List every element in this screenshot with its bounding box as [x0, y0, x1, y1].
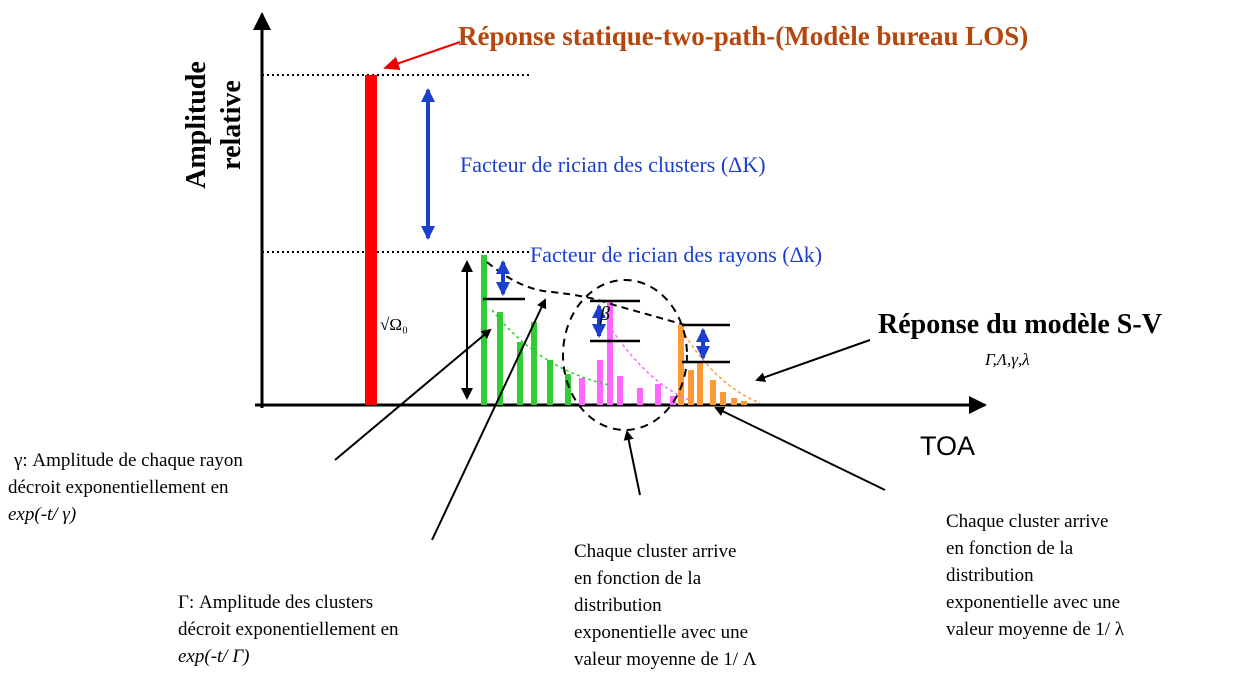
title: Réponse statique-two-path-(Modèle bureau… [458, 21, 1028, 51]
title-arrow [383, 41, 461, 71]
pink-rays [579, 300, 676, 405]
cluster-rician: Facteur de rician des clusters (ΔK) [460, 152, 766, 177]
x-axis-label: TOA [920, 431, 975, 461]
cluster-arrival: Chaque cluster arrive en fonction de la … [574, 541, 757, 670]
ray-arrival: Chaque cluster arrive en fonction de la … [946, 511, 1125, 640]
ann-line: exp(-t/ γ) [8, 504, 76, 525]
y-axis-label: Amplitude [181, 61, 212, 189]
ray-rician: Facteur de rician des rayons (Δk) [530, 242, 822, 267]
beta-label: β [599, 303, 610, 325]
pointers [334, 298, 886, 541]
ann-line: Chaque cluster arrive [946, 511, 1108, 532]
ann-line: Chaque cluster arrive [574, 541, 736, 562]
ann-line: décroit exponentiellement en [178, 619, 399, 640]
green-rays [481, 255, 571, 405]
levels [483, 297, 730, 364]
cluster-decay: Γ: Amplitude des clusters décroit expone… [178, 592, 399, 667]
y-axis-label: relative [216, 80, 247, 170]
ann-line: valeur moyenne de 1/ λ [946, 619, 1125, 640]
ann-line: distribution [946, 565, 1034, 586]
sv-params: Γ,Λ,γ,λ [984, 350, 1030, 369]
ann-line: décroit exponentiellement en [8, 477, 229, 498]
ann-line: exponentielle avec une [946, 592, 1120, 613]
ann-line: exponentielle avec une [574, 622, 748, 643]
ann-line: Γ: Amplitude des clusters [178, 592, 373, 613]
sv-title: Réponse du modèle S-V [878, 309, 1162, 340]
ann-line: distribution [574, 595, 662, 616]
blue-arrows [421, 88, 710, 360]
ann-line: exp(-t/ Γ) [178, 646, 249, 667]
ann-line: en fonction de la [574, 568, 702, 589]
orange-rays [678, 325, 747, 405]
omega-label: √Ω₀ [380, 315, 408, 334]
ann-line: en fonction de la [946, 538, 1074, 559]
los-bar [365, 75, 377, 405]
ray-decay: γ: Amplitude de chaque rayon décroit exp… [8, 450, 243, 525]
ann-line: γ: Amplitude de chaque rayon [13, 450, 243, 471]
axes [253, 12, 987, 414]
ann-line: valeur moyenne de 1/ Λ [574, 649, 757, 670]
